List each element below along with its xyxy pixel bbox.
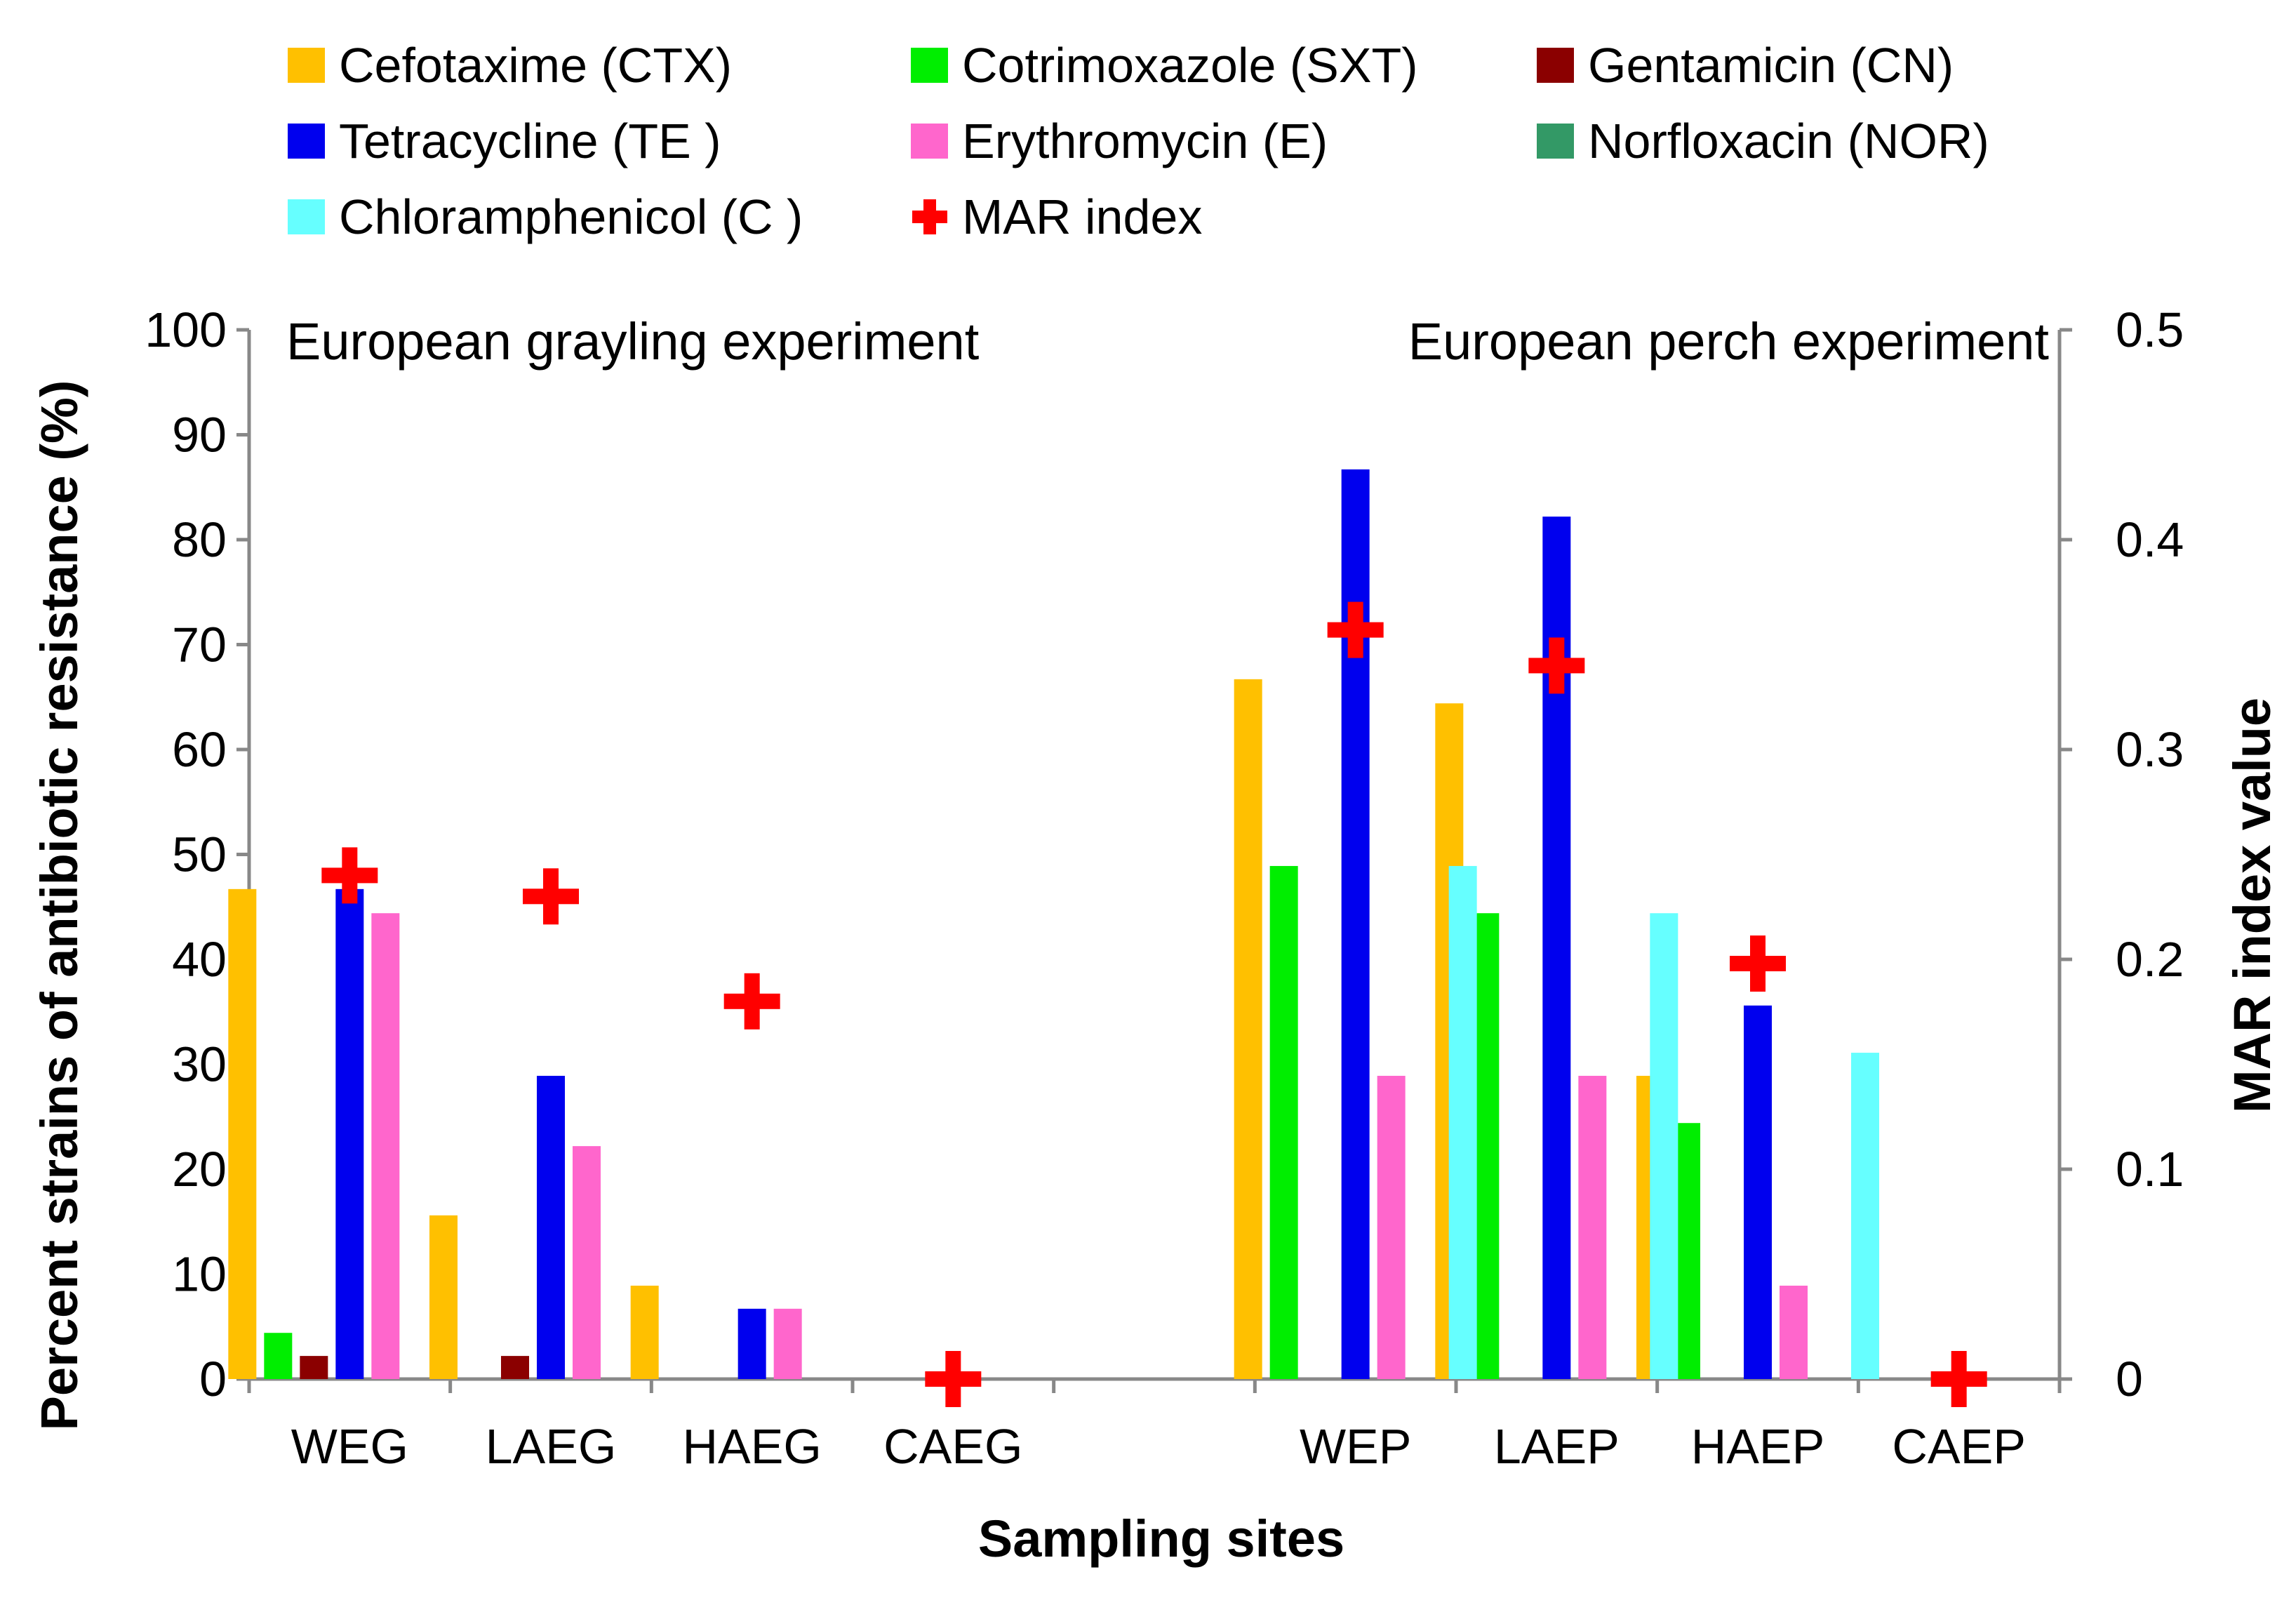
legend-item: Erythromycin (E) xyxy=(911,114,1328,168)
legend-swatch xyxy=(288,199,325,234)
legend-swatch xyxy=(288,124,325,159)
legend-label: MAR index xyxy=(962,189,1202,244)
y-tick-label: 70 xyxy=(172,618,227,672)
bar xyxy=(1234,679,1262,1379)
bar xyxy=(1650,913,1678,1379)
axes: 0 10 20 30 40 50 60 70 80 90 100 0 0.1 0.2 0.3 0.4 0.5 WE… xyxy=(145,302,2184,1474)
annotations: European grayling experiment European per… xyxy=(286,312,2049,371)
y-tick-label: 80 xyxy=(172,512,227,567)
x-tick-label: WEP xyxy=(1300,1419,1411,1474)
x-tick-label: LAEG xyxy=(486,1419,617,1474)
legend: Cefotaxime (CTX) Cotrimoxazole (SXT) Genta… xyxy=(288,38,1989,244)
annotation-perch: European perch experiment xyxy=(1408,312,2050,371)
y-tick-label: 60 xyxy=(172,722,227,777)
mar-marker-vbar xyxy=(1549,637,1565,694)
legend-item: MAR index xyxy=(912,189,1202,244)
legend-label: Chloramphenicol (C ) xyxy=(339,189,803,244)
mar-marker-vbar xyxy=(342,847,358,904)
mar-markers xyxy=(321,601,1987,1407)
x-tick-label: WEG xyxy=(291,1419,408,1474)
y2-axis-title: MAR index value xyxy=(2223,698,2281,1113)
bar xyxy=(335,888,364,1379)
y-tick-label: 100 xyxy=(145,302,227,357)
bar xyxy=(429,1215,458,1379)
bar xyxy=(228,888,257,1379)
bar xyxy=(537,1075,565,1379)
bar xyxy=(1377,1075,1406,1379)
mar-marker-vbar xyxy=(945,1351,961,1407)
legend-item: Norfloxacin (NOR) xyxy=(1537,114,1989,168)
bar xyxy=(1744,1005,1772,1379)
mar-marker-vbar xyxy=(543,868,559,925)
bar xyxy=(773,1308,802,1379)
y2-tick-label: 0.3 xyxy=(2116,722,2184,777)
legend-label: Cefotaxime (CTX) xyxy=(339,38,732,93)
y-tick-label: 20 xyxy=(172,1142,227,1197)
legend-swatch xyxy=(288,48,325,83)
bars xyxy=(228,469,1879,1380)
bar xyxy=(371,913,400,1379)
y-tick-label: 0 xyxy=(199,1352,227,1406)
y-axis-title: Percent strains of antibiotic resistance… xyxy=(30,380,88,1431)
y-tick-label: 10 xyxy=(172,1247,227,1302)
y2-tick-label: 0 xyxy=(2116,1352,2143,1406)
legend-item: Gentamicin (CN) xyxy=(1537,38,1954,93)
mar-index-marker xyxy=(925,1351,982,1407)
legend-label: Erythromycin (E) xyxy=(962,114,1328,168)
mar-index-marker xyxy=(321,847,378,904)
mar-index-marker xyxy=(723,973,780,1030)
mar-index-marker xyxy=(523,868,579,925)
legend-swatch xyxy=(911,124,948,159)
bar xyxy=(737,1308,766,1379)
y-tick-label: 50 xyxy=(172,827,227,882)
legend-item: Cotrimoxazole (SXT) xyxy=(911,38,1418,93)
legend-item: Chloramphenicol (C ) xyxy=(288,189,803,244)
x-tick-label: HAEG xyxy=(682,1419,821,1474)
mar-index-marker xyxy=(1528,637,1585,694)
y2-tick-label: 0.1 xyxy=(2116,1142,2184,1197)
legend-item: Tetracycline (TE ) xyxy=(288,114,721,168)
bar xyxy=(1269,865,1298,1379)
bar xyxy=(1578,1075,1607,1379)
mar-marker-vbar xyxy=(1750,935,1766,992)
y2-tick-label: 0.4 xyxy=(2116,512,2184,567)
bar xyxy=(1780,1285,1808,1379)
mar-marker-vbar xyxy=(744,973,760,1030)
annotation-grayling: European grayling experiment xyxy=(286,312,980,371)
y-tick-label: 90 xyxy=(172,408,227,462)
mar-marker-vbar xyxy=(1951,1351,1967,1407)
legend-swatch xyxy=(911,48,948,83)
mar-index-marker xyxy=(1930,1351,1987,1407)
x-tick-label: LAEP xyxy=(1494,1419,1620,1474)
legend-item: Cefotaxime (CTX) xyxy=(288,38,732,93)
legend-label: Norfloxacin (NOR) xyxy=(1588,114,1989,168)
legend-label: Tetracycline (TE ) xyxy=(339,114,721,168)
bar xyxy=(630,1285,659,1379)
bar xyxy=(573,1146,601,1379)
y-tick-label: 30 xyxy=(172,1037,227,1092)
y-tick-label: 40 xyxy=(172,932,227,987)
legend-plus-v xyxy=(923,199,936,234)
bar xyxy=(264,1333,293,1379)
bar xyxy=(1851,1053,1879,1379)
bar xyxy=(501,1356,529,1379)
x-tick-label: CAEP xyxy=(1892,1419,2026,1474)
bar xyxy=(300,1356,328,1379)
legend-swatch xyxy=(1537,48,1574,83)
legend-label: Gentamicin (CN) xyxy=(1588,38,1954,93)
legend-label: Cotrimoxazole (SXT) xyxy=(962,38,1418,93)
mar-index-marker xyxy=(1730,935,1786,992)
legend-swatch xyxy=(1537,124,1574,159)
x-tick-label: CAEG xyxy=(883,1419,1022,1474)
x-axis-title: Sampling sites xyxy=(978,1510,1344,1568)
mar-index-marker xyxy=(1327,601,1384,658)
mar-marker-vbar xyxy=(1347,601,1363,658)
y2-tick-label: 0.5 xyxy=(2116,302,2184,357)
y2-tick-label: 0.2 xyxy=(2116,932,2184,987)
x-tick-label: HAEP xyxy=(1691,1419,1825,1474)
bar xyxy=(1448,865,1477,1379)
